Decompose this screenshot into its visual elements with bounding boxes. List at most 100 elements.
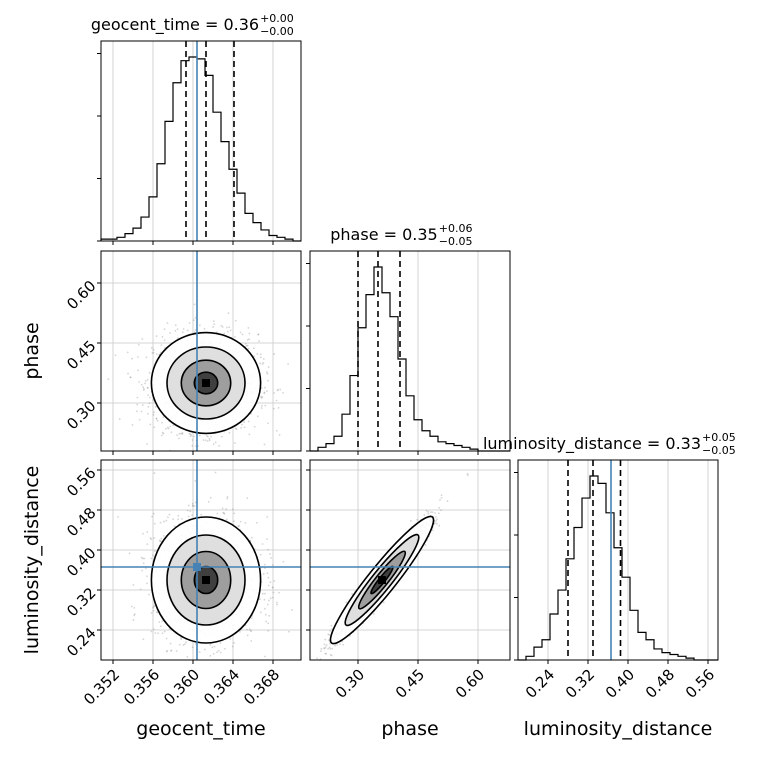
sample-point <box>177 518 179 520</box>
sample-point <box>169 514 171 516</box>
sample-point <box>316 657 318 659</box>
sample-point <box>139 419 141 421</box>
sample-point <box>267 604 269 606</box>
sample-point <box>331 625 333 627</box>
sample-point <box>156 417 158 419</box>
sample-point <box>279 389 281 391</box>
sample-point <box>228 312 230 314</box>
sample-point <box>268 615 270 617</box>
sample-point <box>158 621 160 623</box>
sample-point <box>273 408 275 410</box>
sample-point <box>195 329 197 331</box>
sample-point <box>185 641 187 643</box>
x-tick-label: 0.40 <box>602 666 638 702</box>
sample-point <box>278 592 280 594</box>
sample-point <box>153 513 155 515</box>
panel-frame <box>101 41 301 241</box>
sample-point <box>259 362 261 364</box>
sample-point <box>320 648 322 650</box>
sample-point <box>261 407 263 409</box>
sample-point <box>152 555 154 557</box>
sample-point <box>244 426 246 428</box>
sample-point <box>320 650 322 652</box>
sample-point <box>190 479 192 481</box>
sample-point <box>221 436 223 438</box>
sample-point <box>203 439 205 441</box>
sample-point <box>147 387 149 389</box>
sample-point <box>272 564 274 566</box>
sample-point <box>227 331 229 333</box>
y-tick-label: 0.45 <box>63 337 99 373</box>
sample-point <box>226 498 228 500</box>
sample-point <box>146 531 148 533</box>
sample-point <box>264 593 266 595</box>
sample-point <box>309 660 311 662</box>
sample-point <box>324 661 326 663</box>
sample-point <box>177 328 179 330</box>
sample-point <box>192 439 194 441</box>
sample-point <box>260 353 262 355</box>
sample-point <box>131 358 133 360</box>
panel-title-minus: −0.00 <box>260 25 294 38</box>
sample-point <box>267 572 269 574</box>
sample-point <box>166 650 168 652</box>
sample-point <box>229 432 231 434</box>
sample-point <box>117 516 119 518</box>
truth-marker <box>193 563 201 571</box>
sample-point <box>262 362 264 364</box>
panel-title-plus: +0.05 <box>702 431 736 444</box>
grid-lines <box>548 460 708 660</box>
sample-point <box>224 648 226 650</box>
sample-point <box>273 353 275 355</box>
sample-point <box>171 431 173 433</box>
panel-frame <box>310 251 510 451</box>
sample-point <box>207 436 209 438</box>
sample-point <box>222 508 224 510</box>
sample-point <box>247 634 249 636</box>
sample-point <box>270 597 272 599</box>
sample-point <box>248 421 250 423</box>
sample-point <box>194 303 196 305</box>
y-tick-label: 0.30 <box>63 397 99 433</box>
sample-point <box>425 544 427 546</box>
sample-point <box>240 427 242 429</box>
sample-point <box>163 535 165 537</box>
sample-point <box>149 424 151 426</box>
sample-point <box>264 444 266 446</box>
sample-point <box>163 521 165 523</box>
sample-point <box>141 570 143 572</box>
sample-point <box>246 345 248 347</box>
sample-point <box>146 356 148 358</box>
sample-point <box>153 349 155 351</box>
sample-point <box>218 445 220 447</box>
sample-point <box>288 631 290 633</box>
sample-point <box>434 512 436 514</box>
sample-point <box>156 353 158 355</box>
sample-point <box>141 557 143 559</box>
sample-point <box>194 317 196 319</box>
sample-point <box>161 434 163 436</box>
x-tick-label: 0.364 <box>200 666 243 709</box>
sample-point <box>243 421 245 423</box>
sample-point <box>235 428 237 430</box>
sample-point <box>267 630 269 632</box>
sample-point <box>155 406 157 408</box>
sample-point <box>165 520 167 522</box>
sample-point <box>137 370 139 372</box>
sample-point <box>167 516 169 518</box>
sample-point <box>426 510 428 512</box>
sample-point <box>176 434 178 436</box>
sample-point <box>266 371 268 373</box>
sample-point <box>257 334 259 336</box>
panel-title-text: geocent_time = 0.36 <box>91 15 259 35</box>
sample-point <box>276 400 278 402</box>
sample-point <box>178 669 180 671</box>
sample-point <box>329 648 331 650</box>
sample-point <box>430 511 432 513</box>
sample-point <box>169 426 171 428</box>
sample-point <box>251 537 253 539</box>
sample-point <box>146 575 148 577</box>
sample-point <box>175 324 177 326</box>
sample-point <box>151 516 153 518</box>
sample-point <box>248 338 250 340</box>
